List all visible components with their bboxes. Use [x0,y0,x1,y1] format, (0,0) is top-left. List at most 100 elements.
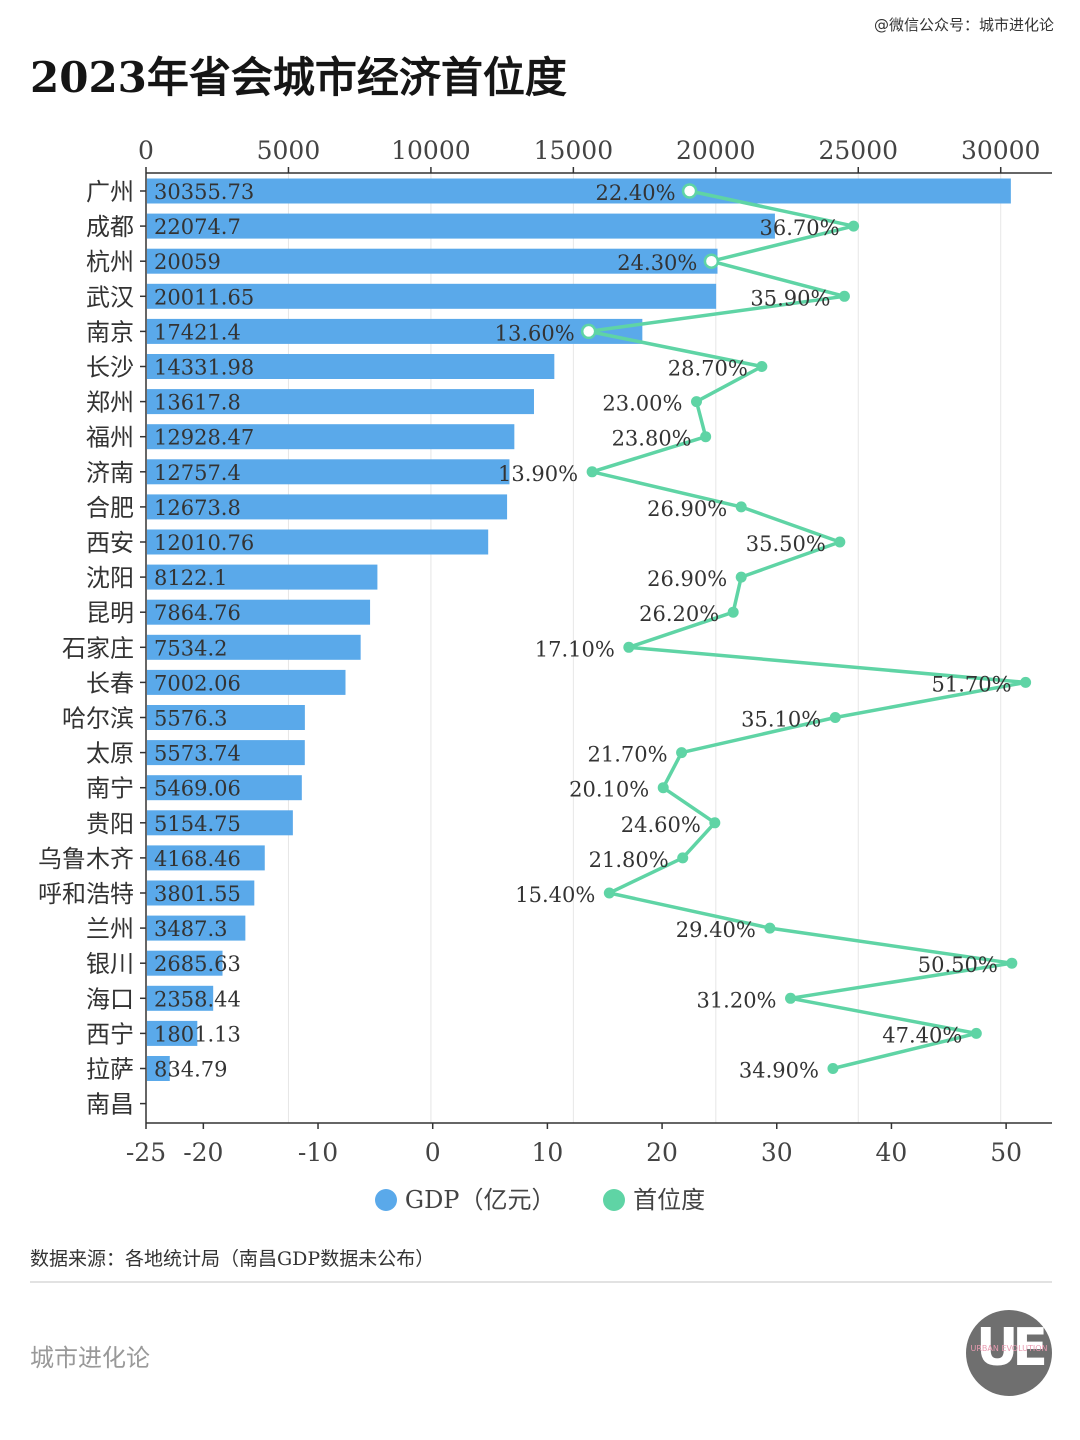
gdp-label-12: 7864.76 [154,601,241,625]
gdp-bar-21 [147,915,246,941]
primacy-label-11: 26.90% [647,567,727,591]
bottom-tick-label-8: 50 [990,1138,1022,1167]
city-label-20: 呼和浩特 [38,880,134,908]
city-label-21: 兰州 [86,915,134,943]
brand-name: 城市进化论 [30,1344,150,1372]
city-label-6: 郑州 [86,389,134,417]
primacy-label-5: 28.70% [668,357,748,381]
primacy-marker-9 [735,501,747,513]
primacy-label-1: 36.70% [760,216,840,240]
primacy-marker-14 [1020,676,1032,688]
primacy-marker-23 [785,992,797,1004]
legend-primacy-label: 首位度 [633,1186,706,1214]
gdp-bar-3 [147,283,717,309]
top-tick-label-6: 30000 [961,136,1041,165]
primacy-marker-8 [586,466,598,478]
primacy-label-22: 50.50% [918,953,998,977]
gdp-label-8: 12757.4 [154,461,241,485]
axes: 0 5000 10000 15000 20000 25000 30000 -25 -20 -10 0… [126,136,1052,1167]
primacy-label-7: 23.80% [612,427,692,451]
city-label-5: 长沙 [86,354,134,382]
gdp-label-13: 7534.2 [154,636,227,660]
primacy-marker-7 [700,431,712,443]
gdp-bar-0 [147,178,1011,204]
gdp-label-3: 20011.65 [154,285,254,309]
primacy-marker-17 [657,782,669,794]
primacy-marker-1 [848,220,860,232]
gdp-bar-4 [147,318,643,344]
city-label-3: 武汉 [86,283,134,311]
gdp-label-23: 2358.44 [154,987,241,1011]
logo-monogram: UE [976,1318,1048,1378]
gdp-label-2: 20059 [154,250,221,274]
city-label-11: 沈阳 [86,564,134,592]
gdp-bar-13 [147,634,361,660]
legend: GDP（亿元） 首位度 [0,1180,1080,1215]
gdp-label-18: 5154.75 [154,812,241,836]
primacy-label-4: 13.60% [495,321,575,345]
city-label-13: 石家庄 [62,634,134,662]
data-source-note: 数据来源：各地统计局（南昌GDP数据未公布） [30,1248,435,1270]
city-label-10: 西安 [86,529,134,557]
gdp-bar-16 [147,740,305,766]
logo-text: URBAN EVOLUTION [970,1344,1048,1353]
gdp-label-19: 4168.46 [154,847,241,871]
city-label-7: 福州 [86,424,134,452]
primacy-marker-0 [681,183,698,199]
primacy-label-15: 35.10% [741,708,821,732]
gdp-label-21: 3487.3 [154,917,227,941]
gdp-label-11: 8122.1 [154,566,227,590]
brand-logo: UE URBAN EVOLUTION [966,1310,1052,1396]
primacy-marker-11 [735,571,747,583]
city-label-23: 海口 [86,985,134,1013]
top-tick-label-3: 15000 [534,136,614,165]
primacy-marker-16 [676,747,688,759]
top-tick-label-2: 10000 [391,136,471,165]
city-label-19: 乌鲁木齐 [38,845,134,873]
gdp-label-5: 14331.98 [154,356,254,380]
gdp-label-20: 3801.55 [154,882,241,906]
gdp-bar-25 [147,1056,170,1081]
gdp-bar-18 [147,810,293,836]
primacy-label-9: 26.90% [647,497,727,521]
primacy-markers [580,183,1032,1074]
primacy-label-13: 17.10% [535,637,615,661]
top-tick-label-4: 20000 [676,136,756,165]
gdp-bar-24 [147,1020,198,1046]
gdp-bar-2 [147,248,718,274]
city-labels: 广州成都杭州武汉南京长沙郑州福州济南合肥西安沈阳昆明石家庄长春哈尔滨太原南宁贵阳… [38,178,134,1119]
bottom-tick-label-7: 40 [876,1138,908,1167]
legend-gdp-marker [374,1189,397,1211]
bottom-tick-label-3: 0 [425,1138,441,1167]
primacy-marker-20 [603,887,615,899]
legend-item-gdp: GDP（亿元） [374,1180,555,1215]
city-label-18: 贵阳 [86,810,134,838]
gdp-label-6: 13617.8 [154,391,241,415]
gdp-label-16: 5573.74 [154,742,241,766]
primacy-line [586,189,1028,1071]
city-label-14: 长春 [86,669,134,697]
primacy-label-17: 20.10% [569,778,649,802]
gdp-bar-23 [147,985,214,1011]
top-tick-label-1: 5000 [257,136,321,165]
gdp-label-14: 7002.06 [154,671,241,695]
city-label-12: 昆明 [86,599,134,627]
gdp-bar-14 [147,669,346,695]
primacy-labels: 22.40% 36.70% 24.30% 35.90% 13.60% 28.70% 23.0… [495,181,1012,1083]
gdp-label-7: 12928.47 [154,426,254,450]
legend-primacy-marker [603,1189,626,1211]
gdp-labels: 30355.73 22074.7 20059 20011.65 17421.4 14331… [154,180,254,1082]
primacy-label-14: 51.70% [932,672,1012,696]
gdp-bar-9 [147,494,508,520]
primacy-marker-10 [834,536,846,548]
primacy-marker-2 [703,253,720,269]
gdp-bar-10 [147,529,489,555]
city-label-17: 南宁 [86,775,134,803]
city-label-25: 拉萨 [86,1056,134,1084]
top-tick-label-0: 0 [138,136,154,165]
gdp-label-4: 17421.4 [154,320,241,344]
city-label-0: 广州 [86,178,134,206]
gdp-bar-19 [147,845,265,871]
bottom-tick-label-1: -20 [183,1138,223,1167]
